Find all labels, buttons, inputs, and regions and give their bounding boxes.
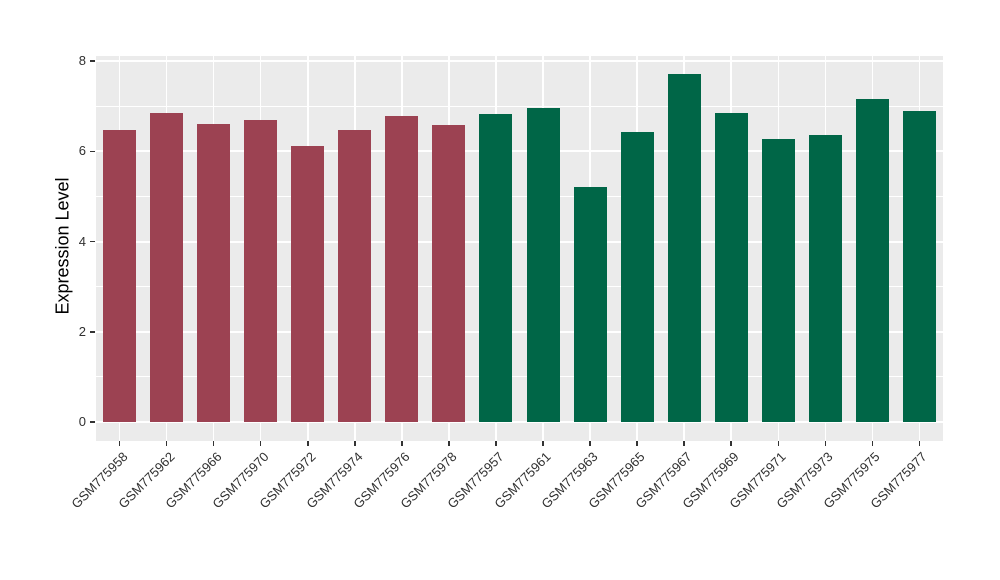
- gridline-major: [96, 60, 943, 63]
- y-tick-mark: [90, 240, 95, 243]
- x-tick-mark: [683, 441, 685, 446]
- x-tick-mark: [401, 441, 403, 446]
- bar-GSM775973: [808, 135, 842, 422]
- bar-GSM775970: [244, 120, 278, 422]
- x-tick-mark: [824, 441, 827, 446]
- x-tick-mark: [118, 441, 121, 446]
- x-tick-mark: [542, 441, 544, 446]
- bar-GSM775971: [761, 139, 795, 422]
- x-tick-mark: [354, 441, 356, 446]
- gridline-major: [96, 240, 943, 243]
- x-tick-mark: [918, 441, 921, 446]
- x-tick-mark: [730, 441, 733, 446]
- x-tick-mark: [636, 441, 638, 446]
- gridline-major: [96, 330, 943, 333]
- gridline-minor: [96, 105, 943, 107]
- x-tick-mark: [777, 441, 780, 446]
- bar-GSM775962: [150, 112, 184, 422]
- y-tick-label: 2: [78, 323, 86, 339]
- gridline-major: [96, 150, 943, 153]
- bar-GSM775966: [197, 123, 231, 422]
- y-tick-label: 4: [78, 233, 86, 249]
- y-tick-mark: [90, 60, 95, 62]
- bar-GSM775963: [573, 186, 607, 422]
- bar-GSM775977: [902, 111, 936, 422]
- bar-GSM775961: [526, 107, 560, 422]
- plot-panel: [96, 56, 943, 441]
- x-tick-mark: [448, 441, 450, 446]
- x-tick-mark: [165, 441, 168, 446]
- y-tick-label: 8: [78, 53, 86, 69]
- bar-GSM775978: [432, 125, 466, 422]
- y-tick-mark: [90, 150, 95, 153]
- y-tick-mark: [90, 421, 95, 423]
- bar-GSM775974: [338, 130, 372, 422]
- x-tick-mark: [212, 441, 215, 446]
- y-tick-mark: [90, 331, 95, 333]
- bar-GSM775967: [667, 74, 701, 422]
- bar-GSM775975: [855, 98, 889, 422]
- x-tick-mark: [589, 441, 591, 446]
- x-tick-mark: [259, 441, 262, 446]
- x-tick-mark: [306, 441, 309, 446]
- bar-GSM775972: [291, 145, 325, 422]
- x-tick-mark: [871, 441, 874, 446]
- bar-GSM775957: [479, 113, 513, 422]
- y-tick-label: 6: [78, 143, 86, 159]
- gridline-minor: [96, 376, 943, 378]
- gridline-minor: [96, 286, 943, 288]
- bar-GSM775976: [385, 116, 419, 422]
- y-tick-label: 0: [78, 414, 86, 429]
- gridline-major: [96, 421, 943, 423]
- x-tick-mark: [495, 441, 497, 446]
- bar-GSM775958: [103, 129, 137, 422]
- bar-GSM775965: [620, 131, 654, 422]
- bar-GSM775969: [714, 112, 748, 422]
- gridline-minor: [96, 196, 943, 197]
